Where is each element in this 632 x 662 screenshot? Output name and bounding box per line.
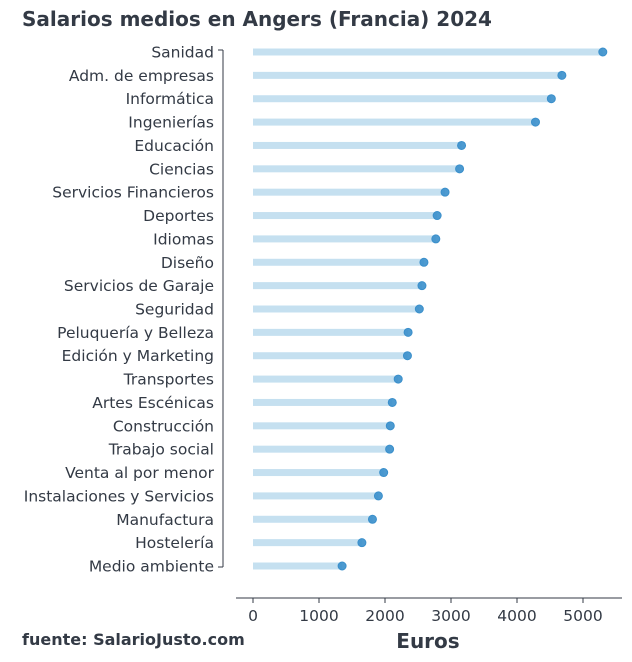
category-label-12: Peluquería y Belleza bbox=[57, 324, 214, 342]
bar-9 bbox=[253, 258, 424, 266]
dots-layer bbox=[337, 47, 608, 571]
x-axis-label: Euros bbox=[396, 629, 459, 653]
chart-title: Salarios medios en Angers (Francia) 2024 bbox=[22, 7, 492, 31]
category-label-14: Transportes bbox=[123, 371, 214, 389]
x-tick-label-3: 3000 bbox=[431, 607, 470, 625]
bar-13 bbox=[253, 352, 408, 360]
dot-20 bbox=[367, 514, 377, 524]
x-tick-label-4: 4000 bbox=[497, 607, 536, 625]
bar-4 bbox=[253, 141, 462, 149]
dot-21 bbox=[357, 538, 367, 548]
source-note: fuente: SalarioJusto.com bbox=[22, 630, 245, 649]
bar-5 bbox=[253, 165, 460, 173]
dot-14 bbox=[393, 374, 403, 384]
category-label-22: Medio ambiente bbox=[89, 558, 214, 576]
dot-19 bbox=[373, 491, 383, 501]
category-labels: Sanidad Adm. de empresas Informática Ingeni… bbox=[24, 44, 215, 576]
x-ticks: 0 1000 2000 3000 4000 5000 bbox=[248, 598, 603, 625]
category-label-15: Artes Escénicas bbox=[92, 394, 214, 412]
dot-8 bbox=[431, 234, 441, 244]
category-label-13: Edición y Marketing bbox=[62, 347, 214, 365]
dot-7 bbox=[432, 211, 442, 221]
category-label-17: Trabajo social bbox=[108, 441, 214, 459]
category-label-4: Educación bbox=[134, 137, 214, 155]
bar-7 bbox=[253, 212, 438, 220]
dot-15 bbox=[387, 397, 397, 407]
dot-17 bbox=[385, 444, 395, 454]
bar-17 bbox=[253, 445, 390, 453]
bar-18 bbox=[253, 469, 384, 477]
bar-3 bbox=[253, 118, 536, 126]
bar-10 bbox=[253, 282, 422, 290]
dot-13 bbox=[402, 351, 412, 361]
dot-22 bbox=[337, 561, 347, 571]
dot-4 bbox=[457, 140, 467, 150]
dot-5 bbox=[455, 164, 465, 174]
category-label-1: Adm. de empresas bbox=[69, 67, 214, 85]
dot-6 bbox=[440, 187, 450, 197]
category-label-11: Seguridad bbox=[135, 301, 214, 319]
dot-3 bbox=[530, 117, 540, 127]
dot-2 bbox=[546, 94, 556, 104]
dot-0 bbox=[598, 47, 608, 57]
bar-2 bbox=[253, 95, 552, 103]
category-label-16: Construcción bbox=[113, 417, 214, 435]
category-label-6: Servicios Financieros bbox=[52, 184, 214, 202]
dot-16 bbox=[385, 421, 395, 431]
dot-1 bbox=[557, 70, 567, 80]
bar-14 bbox=[253, 375, 399, 383]
bar-12 bbox=[253, 328, 409, 336]
category-label-8: Idiomas bbox=[153, 230, 214, 248]
category-label-7: Deportes bbox=[143, 207, 214, 225]
category-label-2: Informática bbox=[126, 90, 214, 108]
x-tick-label-2: 2000 bbox=[365, 607, 404, 625]
bar-1 bbox=[253, 71, 562, 79]
bar-11 bbox=[253, 305, 420, 313]
x-tick-label-5: 5000 bbox=[563, 607, 602, 625]
x-tick-label-1: 1000 bbox=[299, 607, 338, 625]
dot-18 bbox=[379, 468, 389, 478]
bar-8 bbox=[253, 235, 436, 243]
category-label-20: Manufactura bbox=[116, 511, 214, 529]
bar-22 bbox=[253, 562, 343, 570]
bars-layer bbox=[253, 48, 603, 570]
bar-20 bbox=[253, 515, 373, 523]
dot-9 bbox=[419, 257, 429, 267]
bar-19 bbox=[253, 492, 379, 500]
bar-21 bbox=[253, 539, 362, 547]
category-label-9: Diseño bbox=[161, 254, 214, 272]
category-label-5: Ciencias bbox=[149, 160, 214, 178]
category-label-18: Venta al por menor bbox=[65, 464, 215, 482]
category-label-19: Instalaciones y Servicios bbox=[24, 487, 214, 505]
category-label-21: Hostelería bbox=[135, 534, 214, 552]
dot-12 bbox=[403, 327, 413, 337]
dot-10 bbox=[417, 281, 427, 291]
bar-6 bbox=[253, 188, 446, 196]
x-tick-label-0: 0 bbox=[248, 607, 258, 625]
bar-16 bbox=[253, 422, 391, 430]
category-label-0: Sanidad bbox=[151, 44, 214, 62]
category-label-10: Servicios de Garaje bbox=[64, 277, 214, 295]
dot-11 bbox=[414, 304, 424, 314]
category-label-3: Ingenierías bbox=[128, 114, 214, 132]
bar-15 bbox=[253, 398, 393, 406]
bar-0 bbox=[253, 48, 603, 56]
